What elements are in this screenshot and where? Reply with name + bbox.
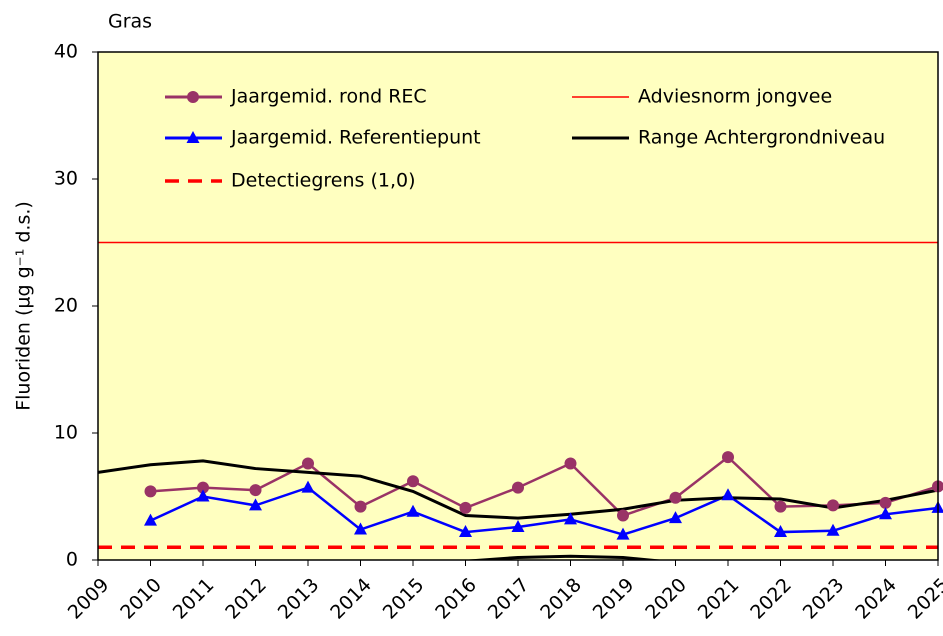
- x-tick-label: 2018: [536, 574, 586, 624]
- marker: [145, 485, 157, 497]
- marker: [880, 497, 892, 509]
- x-tick-label: 2011: [169, 574, 219, 624]
- y-tick-label: 10: [54, 422, 78, 444]
- y-tick-label: 20: [54, 295, 78, 317]
- x-tick-label: 2019: [589, 574, 639, 624]
- marker: [670, 492, 682, 504]
- x-tick-label: 2023: [799, 574, 849, 624]
- marker: [617, 510, 629, 522]
- legend-label: Jaargemid. rond REC: [230, 86, 427, 108]
- x-tick-label: 2012: [221, 574, 271, 624]
- x-tick-label: 2016: [431, 574, 481, 624]
- marker: [512, 482, 524, 494]
- legend-label: Adviesnorm jongvee: [638, 86, 832, 108]
- x-tick-label: 2009: [64, 574, 114, 624]
- x-tick-label: 2021: [694, 574, 744, 624]
- y-tick-label: 30: [54, 168, 78, 190]
- y-tick-label: 0: [66, 549, 78, 571]
- marker: [722, 451, 734, 463]
- x-tick-label: 2020: [641, 574, 691, 624]
- marker: [775, 501, 787, 513]
- x-tick-label: 2015: [379, 574, 429, 624]
- marker: [355, 501, 367, 513]
- marker: [460, 502, 472, 514]
- y-axis-label: Fluoriden (µg g⁻¹ d.s.): [13, 201, 35, 411]
- legend-label: Range Achtergrondniveau: [638, 127, 885, 149]
- x-tick-label: 2013: [274, 574, 324, 624]
- marker: [407, 475, 419, 487]
- x-tick-label: 2025: [904, 574, 943, 624]
- x-tick-label: 2017: [484, 574, 534, 624]
- legend-label: Jaargemid. Referentiepunt: [230, 127, 481, 149]
- x-tick-label: 2024: [851, 574, 901, 624]
- x-tick-label: 2010: [116, 574, 166, 624]
- chart-title: Gras: [108, 11, 152, 33]
- x-tick-label: 2014: [326, 574, 376, 624]
- marker: [827, 499, 839, 511]
- legend-marker: [187, 91, 199, 103]
- marker: [565, 457, 577, 469]
- marker: [250, 484, 262, 496]
- y-tick-label: 40: [54, 41, 78, 63]
- legend-label: Detectiegrens (1,0): [231, 170, 416, 192]
- marker: [302, 457, 314, 469]
- x-tick-label: 2022: [746, 574, 796, 624]
